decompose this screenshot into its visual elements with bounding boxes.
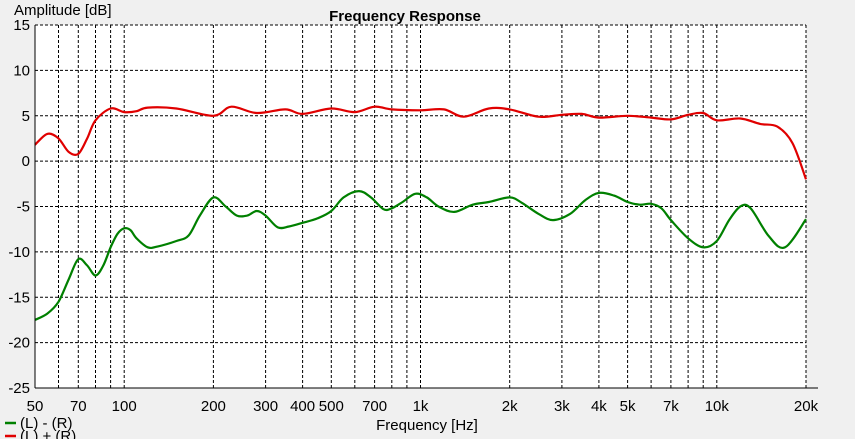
x-tick-label: 20k <box>794 398 819 415</box>
x-tick-label: 500 <box>319 398 344 415</box>
x-tick-label: 2k <box>502 398 518 415</box>
y-axis-label: Amplitude [dB] <box>14 2 112 19</box>
y-tick-label: 10 <box>13 62 30 79</box>
x-tick-label: 400 <box>290 398 315 415</box>
x-tick-label: 3k <box>554 398 570 415</box>
x-tick-label: 10k <box>705 398 730 415</box>
x-tick-label: 100 <box>112 398 137 415</box>
x-tick-label: 300 <box>253 398 278 415</box>
chart-title: Frequency Response <box>329 8 481 25</box>
y-tick-label: 15 <box>13 17 30 34</box>
y-tick-label: -5 <box>17 199 30 216</box>
x-tick-label: 70 <box>70 398 87 415</box>
x-tick-label: 5k <box>620 398 636 415</box>
legend-label-sum: (L) + (R) <box>20 428 76 439</box>
x-tick-label: 4k <box>591 398 607 415</box>
series-line-l-plus-r <box>34 105 808 180</box>
y-tick-label: -15 <box>8 289 30 306</box>
x-tick-label: 700 <box>362 398 387 415</box>
x-axis-label: Frequency [Hz] <box>376 417 478 434</box>
legend: (L) - (R) (L) + (R) <box>5 415 76 439</box>
y-tick-label: -20 <box>8 335 30 352</box>
series-line-l-minus-r <box>34 190 807 321</box>
legend-label-diff: (L) - (R) <box>20 415 73 432</box>
grid-lines <box>35 24 807 389</box>
x-tick-label: 50 <box>27 398 44 415</box>
series-lines <box>34 105 808 321</box>
y-tick-label: 0 <box>22 153 30 170</box>
y-tick-label: 5 <box>22 108 30 125</box>
x-tick-label: 7k <box>663 398 679 415</box>
x-tick-labels: 50 70 100 200 300 400 500 700 1k 2k 3k 4k 5k 7k 10k 20k <box>27 398 819 415</box>
x-tick-label: 200 <box>201 398 226 415</box>
y-tick-label: -10 <box>8 244 30 261</box>
y-tick-labels: 15 10 5 0 -5 -10 -15 -20 -25 <box>8 17 30 397</box>
y-tick-label: -25 <box>8 380 30 397</box>
x-tick-label: 1k <box>413 398 429 415</box>
